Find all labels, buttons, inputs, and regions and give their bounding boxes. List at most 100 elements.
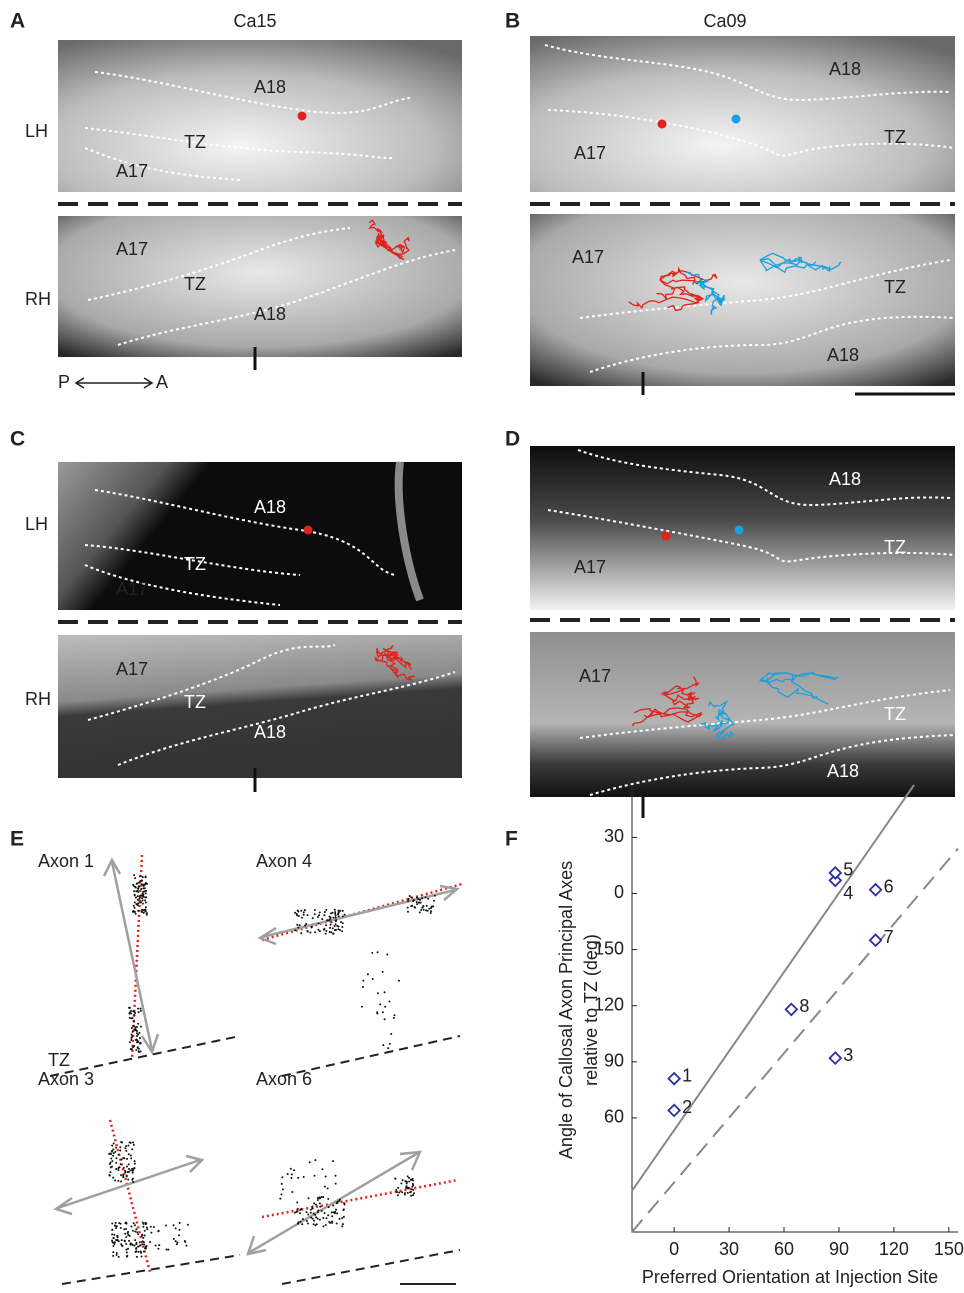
point (112, 1255, 114, 1257)
point (128, 1007, 130, 1009)
point-label: 4 (843, 883, 853, 903)
point (139, 881, 141, 883)
point (412, 900, 414, 902)
area-label: A18 (254, 304, 286, 324)
point (138, 1032, 140, 1034)
point (342, 922, 344, 924)
point (408, 1181, 410, 1183)
point (132, 1141, 134, 1143)
point (412, 1183, 414, 1185)
point (297, 1177, 299, 1179)
point (126, 1165, 128, 1167)
point (406, 1181, 408, 1183)
point (300, 910, 302, 912)
point (133, 1021, 135, 1023)
point (297, 927, 299, 929)
point (342, 1223, 344, 1225)
point (136, 1231, 138, 1233)
point (135, 1049, 137, 1051)
point (786, 1004, 797, 1015)
point (133, 1014, 135, 1016)
point (121, 1239, 123, 1241)
point (830, 1052, 841, 1063)
point (125, 1150, 127, 1152)
point (133, 905, 135, 907)
point (158, 1230, 160, 1232)
point (130, 1010, 132, 1012)
point (136, 883, 138, 885)
point (341, 926, 343, 928)
point (321, 1168, 323, 1170)
area-label: TZ (184, 274, 206, 294)
point (140, 1010, 142, 1012)
point (140, 1008, 142, 1010)
point (112, 1155, 114, 1157)
point (123, 1157, 125, 1159)
point (321, 1196, 323, 1198)
point (331, 1222, 333, 1224)
point (120, 1180, 122, 1182)
point (119, 1149, 121, 1151)
point (118, 1240, 120, 1242)
point (387, 1047, 389, 1049)
point (338, 1218, 340, 1220)
x-tick-label: 150 (934, 1239, 964, 1259)
point (420, 909, 422, 911)
point (313, 1212, 315, 1214)
point (111, 1229, 113, 1231)
point (133, 1144, 135, 1146)
point (296, 924, 298, 926)
point (146, 1245, 148, 1247)
point (135, 903, 137, 905)
point (297, 910, 299, 912)
point (411, 905, 413, 907)
point (332, 916, 334, 918)
point (131, 1036, 133, 1038)
point (125, 1145, 127, 1147)
point (830, 867, 841, 878)
point (412, 1178, 414, 1180)
area-label: A18 (827, 761, 859, 781)
direction-label: P (58, 372, 70, 392)
point (322, 1225, 324, 1227)
point (142, 891, 144, 893)
point (287, 1173, 289, 1175)
point (112, 1245, 114, 1247)
point (111, 1145, 113, 1147)
point (144, 899, 146, 901)
point (120, 1141, 122, 1143)
area-label: A18 (254, 77, 286, 97)
point (315, 1216, 317, 1218)
point (146, 914, 148, 916)
point (132, 1046, 134, 1048)
point (313, 1220, 315, 1222)
point (135, 1248, 137, 1250)
point (335, 914, 337, 916)
point (327, 1187, 329, 1189)
point (328, 1206, 330, 1208)
point (131, 1148, 133, 1150)
point (303, 911, 305, 913)
point (343, 1202, 345, 1204)
point (327, 1198, 329, 1200)
point (132, 1178, 134, 1180)
point (418, 902, 420, 904)
direction-arrow (76, 378, 152, 388)
point (130, 1169, 132, 1171)
x-tick-label: 90 (829, 1239, 849, 1259)
point (133, 1222, 135, 1224)
point (117, 1180, 119, 1182)
point (111, 1233, 113, 1235)
point (309, 932, 311, 934)
point (176, 1242, 178, 1244)
point (434, 895, 436, 897)
point (140, 888, 142, 890)
point (135, 886, 137, 888)
point (136, 1256, 138, 1258)
point (178, 1234, 180, 1236)
point (132, 1181, 134, 1183)
point (139, 1245, 141, 1247)
point (137, 899, 139, 901)
point (303, 1176, 305, 1178)
